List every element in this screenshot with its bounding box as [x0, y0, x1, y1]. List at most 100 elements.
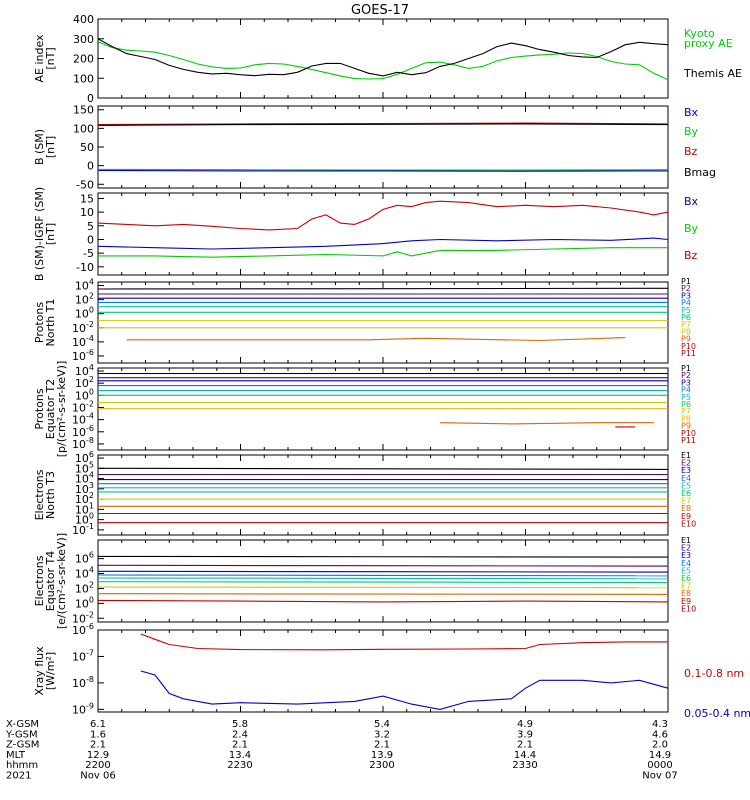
legend-entry: E10	[681, 519, 696, 528]
legend-entry: Bz	[684, 249, 698, 262]
y-axis-label-line: Equator T2	[44, 379, 57, 439]
legend-entry: Bz	[684, 145, 698, 158]
footer-value: 5.4	[374, 719, 390, 730]
footer-value: 2300	[369, 760, 394, 771]
series-xray-0-05-0-4-nm	[140, 670, 669, 710]
legend-entry: Kyoto	[684, 27, 715, 40]
y-tick-label: 0	[87, 233, 94, 246]
legend-entry: E7	[681, 497, 691, 506]
chart-title: GOES-17	[351, 3, 409, 18]
footer-row-label: X-GSM	[6, 719, 39, 730]
footer-value: 14.9	[649, 750, 671, 761]
y-axis-label: B (SM)-IGRF (SM)[nT]	[33, 187, 57, 281]
footer-row-label: Y-GSM	[5, 729, 38, 740]
footer-value: 2.0	[652, 740, 668, 751]
legend-entry: P7	[681, 407, 691, 416]
footer-value: 3.9	[517, 729, 533, 740]
y-axis-label-line: [nT]	[44, 136, 57, 158]
y-tick-label: 15	[80, 192, 94, 205]
footer-value: 2.1	[517, 740, 533, 751]
series-ee-e4	[97, 574, 669, 577]
series-bigrf-bz	[97, 200, 669, 231]
footer-value: 12.9	[87, 750, 109, 761]
y-tick-label: 102	[75, 580, 94, 595]
series-en-e1	[97, 467, 669, 470]
y-axis-label-line: Equator T4	[44, 551, 57, 611]
legend-entry: E5	[681, 481, 691, 490]
legend-entry: P6	[681, 400, 691, 409]
y-axis-label-line: Electrons	[33, 555, 46, 606]
legend-entry: P6	[681, 313, 691, 322]
panel-en: 10-1100101102103104105106ElectronsNorth …	[33, 450, 696, 537]
legend-entry: P3	[681, 378, 691, 387]
y-axis-label: Xray flux[W/m²]	[33, 646, 57, 696]
legend-entry: E10	[681, 604, 696, 613]
legend-entry: E9	[681, 512, 691, 521]
footer-value: 3.2	[374, 729, 390, 740]
y-axis-label-line: Xray flux	[33, 646, 46, 696]
y-tick-label: 10-6	[72, 622, 94, 637]
y-tick-label: 10	[80, 206, 94, 219]
legend-entry: P10	[681, 429, 696, 438]
y-tick-label: 106	[75, 551, 94, 566]
series-ae-kyoto-proxy-ae	[97, 41, 669, 81]
legend-entry: P1	[681, 277, 691, 286]
y-tick-label: 5	[87, 220, 94, 233]
legend-entry: E2	[681, 459, 691, 468]
y-tick-label: -50	[76, 178, 94, 191]
series-pn-p1	[97, 287, 669, 290]
footer-value: 4.9	[517, 719, 533, 730]
y-tick-label: 400	[73, 13, 94, 26]
series-ae-themis-ae	[97, 38, 669, 77]
y-axis-label-line: [nT]	[44, 223, 57, 245]
footer-value: 13.4	[229, 750, 251, 761]
legend-entry: P2	[681, 371, 691, 380]
legend-entry: P8	[681, 414, 691, 423]
legend-entry: P4	[681, 386, 691, 395]
y-tick-label: -5	[83, 247, 94, 260]
panel-frame	[97, 105, 669, 189]
y-axis-label-line: [W/m²]	[44, 652, 57, 690]
y-axis-label-line: [p/(cm²-s-sr-keV)]	[55, 361, 68, 458]
y-axis-label-line: Protons	[33, 388, 46, 429]
legend-entry: E9	[681, 597, 691, 606]
legend-entry: Bmag	[684, 166, 716, 179]
footer-value: 4.6	[652, 729, 668, 740]
legend-entry: E7	[681, 582, 691, 591]
legend-entry: E4	[681, 474, 691, 483]
legend-entry: P2	[681, 284, 691, 293]
legend-entry: Bx	[684, 195, 699, 208]
y-tick-label: 104	[75, 278, 94, 293]
footer-row-label: Z-GSM	[6, 740, 39, 751]
legend-entry: P9	[681, 422, 691, 431]
series-ee-e8	[97, 593, 669, 595]
series-b-bmag	[97, 123, 669, 126]
y-axis-label-line: Electrons	[33, 469, 46, 520]
legend-entry: By	[684, 125, 699, 138]
series-b-by	[97, 168, 669, 171]
legend-entry: P9	[681, 335, 691, 344]
series-bigrf-by	[98, 247, 668, 258]
legend-entry: 0.05-0.4 nm	[684, 707, 750, 720]
footer-value: 5.8	[232, 719, 248, 730]
y-tick-label: 0	[87, 160, 94, 173]
legend-entry: E8	[681, 589, 691, 598]
legend-entry: P1	[681, 364, 691, 373]
legend-entry: E6	[681, 489, 691, 498]
footer-value: 2.1	[374, 740, 390, 751]
legend-entry: Themis AE	[683, 67, 742, 80]
y-axis-label-line: B (SM)-IGRF (SM)	[33, 187, 46, 281]
y-axis-label: B (SM)[nT]	[33, 129, 57, 165]
series-ee-e5	[97, 577, 669, 580]
y-tick-label: -10	[76, 261, 94, 274]
y-axis-label-line: North T1	[44, 299, 57, 347]
footer-value: 4.3	[652, 719, 668, 730]
y-axis-label-line: [e/(cm²-s-sr-keV)]	[55, 533, 68, 629]
legend-entry: proxy AE	[684, 37, 733, 50]
panel-frame	[97, 539, 669, 623]
